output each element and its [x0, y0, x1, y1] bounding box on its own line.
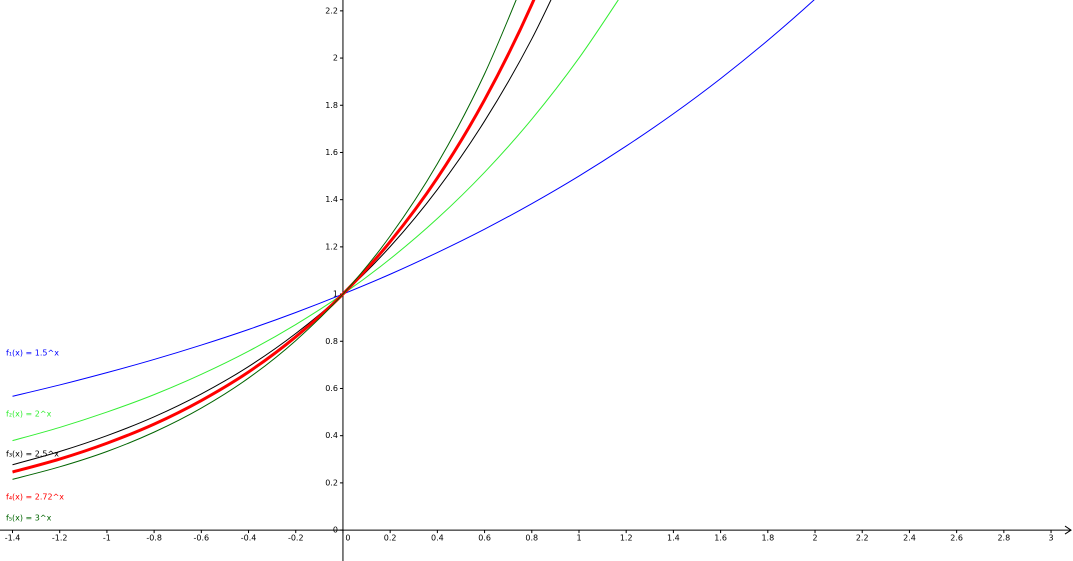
x-tick-label: 2.4 [903, 534, 916, 543]
x-tick-label: -0.8 [146, 534, 162, 543]
curve [12, 0, 536, 474]
legend-label: f₃(x) = 2.5^x [6, 450, 59, 459]
x-tick-label: 2.6 [950, 534, 963, 543]
x-tick-label: 2 [812, 534, 817, 543]
x-tick-label: -1.2 [52, 534, 68, 543]
curve [12, 0, 552, 466]
x-tick-label: -0.6 [194, 534, 210, 543]
curve [12, 0, 619, 442]
y-tick-label: 0.6 [325, 384, 338, 393]
legend-label: f₅(x) = 3^x [6, 514, 52, 523]
y-tick-label: 1.8 [325, 101, 338, 110]
y-tick-label: 2 [333, 54, 338, 63]
x-tick-label: 0.8 [525, 534, 538, 543]
y-tick-label: 0.8 [325, 337, 338, 346]
x-tick-label: 0.2 [384, 534, 397, 543]
x-tick-label: -1.4 [5, 534, 21, 543]
legend-label: f₂(x) = 2^x [6, 410, 52, 419]
x-tick-label: 1.6 [714, 534, 727, 543]
x-tick-label: 1.2 [620, 534, 633, 543]
x-tick-label: -0.2 [288, 534, 304, 543]
legend-label: f₁(x) = 1.5^x [6, 349, 59, 358]
x-tick-label: 0 [345, 534, 350, 543]
y-tick-label: 1.2 [325, 242, 338, 251]
y-tick-label: 1 [333, 290, 338, 299]
x-tick-label: -0.4 [241, 534, 257, 543]
x-tick-label: 1.8 [761, 534, 774, 543]
x-tick-label: 2.2 [856, 534, 869, 543]
x-tick-label: 2.8 [997, 534, 1010, 543]
x-tick-label: 0.6 [478, 534, 491, 543]
y-tick-label: 2.2 [325, 6, 338, 15]
x-tick-label: 1.4 [667, 534, 680, 543]
legend-label: f₄(x) = 2.72^x [6, 493, 64, 502]
y-tick-label: 0.4 [325, 431, 338, 440]
y-tick-label: 1.6 [325, 148, 338, 157]
curve [12, 0, 815, 397]
y-tick-label: 1.4 [325, 195, 338, 204]
x-axis-arrow [1064, 525, 1072, 535]
y-tick-label: 0.2 [325, 478, 338, 487]
x-tick-label: 0.4 [431, 534, 444, 543]
x-tick-label: 1 [576, 534, 581, 543]
y-tick-label: 0 [333, 526, 338, 535]
curve [12, 0, 517, 480]
x-tick-label: 3 [1049, 534, 1054, 543]
x-tick-label: -1 [103, 534, 111, 543]
